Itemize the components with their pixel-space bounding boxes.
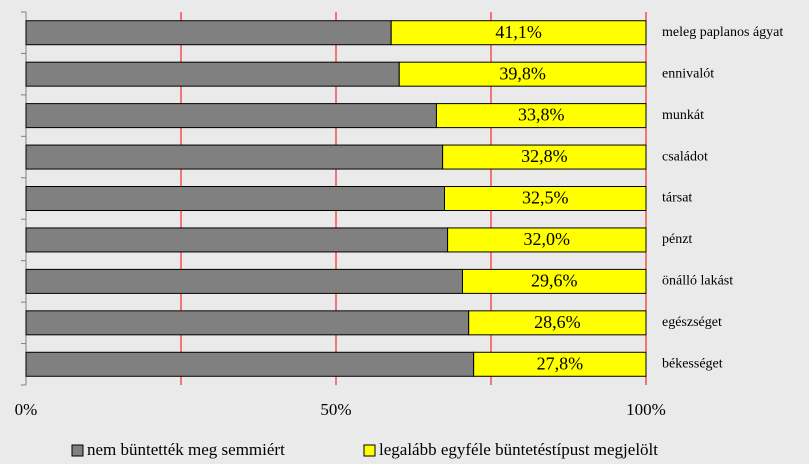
bar-segment xyxy=(473,351,647,377)
category-label: ennivalót xyxy=(662,66,714,81)
data-label: 32,0% xyxy=(524,229,571,249)
legend-swatch xyxy=(363,444,376,457)
bar-segment xyxy=(461,268,647,294)
category-label: pénzt xyxy=(662,232,692,247)
data-label: 32,5% xyxy=(522,188,569,208)
data-label: 29,6% xyxy=(531,271,578,291)
bar-segment xyxy=(25,227,449,253)
bar-segment xyxy=(390,20,647,46)
bar-segment xyxy=(25,61,400,87)
bar-segment xyxy=(435,103,647,129)
x-tick-label: 100% xyxy=(626,400,666,419)
bar-segment xyxy=(25,351,475,377)
bar-segment xyxy=(398,61,647,87)
bar-segment xyxy=(25,144,444,170)
bar-segment xyxy=(447,227,647,253)
category-label: munkát xyxy=(662,108,704,123)
bar-segment xyxy=(25,268,463,294)
data-label: 32,8% xyxy=(521,146,568,166)
legend-swatch xyxy=(71,444,84,457)
bar-segment xyxy=(442,144,647,170)
data-label: 27,8% xyxy=(537,353,584,373)
x-tick-label: 0% xyxy=(15,400,38,419)
bar-segment xyxy=(444,186,647,211)
legend-label: nem büntették meg semmiért xyxy=(87,440,285,459)
bar-segment xyxy=(25,20,392,46)
category-label: önálló lakást xyxy=(662,274,733,289)
category-label: társat xyxy=(662,191,692,206)
bar-segment xyxy=(25,186,445,211)
data-label: 33,8% xyxy=(518,105,565,125)
category-label: békességet xyxy=(662,356,723,371)
data-label: 28,6% xyxy=(534,312,581,332)
data-label: 39,8% xyxy=(499,63,546,83)
bar-segment xyxy=(25,310,470,336)
category-label: meleg paplanos ágyat xyxy=(662,25,783,40)
bar-segment xyxy=(468,310,647,336)
category-label: családot xyxy=(662,149,708,164)
category-label: egészséget xyxy=(662,315,722,330)
bar-segment xyxy=(25,103,437,129)
data-label: 41,1% xyxy=(495,22,542,42)
legend-label: legalább egyféle büntetéstípust megjelöl… xyxy=(379,440,658,459)
x-tick-label: 50% xyxy=(320,400,351,419)
